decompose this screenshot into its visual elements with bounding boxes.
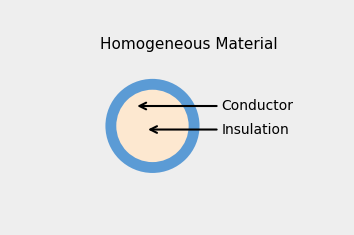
Text: Insulation: Insulation [221, 122, 289, 137]
Circle shape [105, 79, 200, 173]
Text: Homogeneous Material: Homogeneous Material [100, 37, 278, 52]
Circle shape [116, 90, 189, 162]
Text: Conductor: Conductor [221, 99, 293, 113]
